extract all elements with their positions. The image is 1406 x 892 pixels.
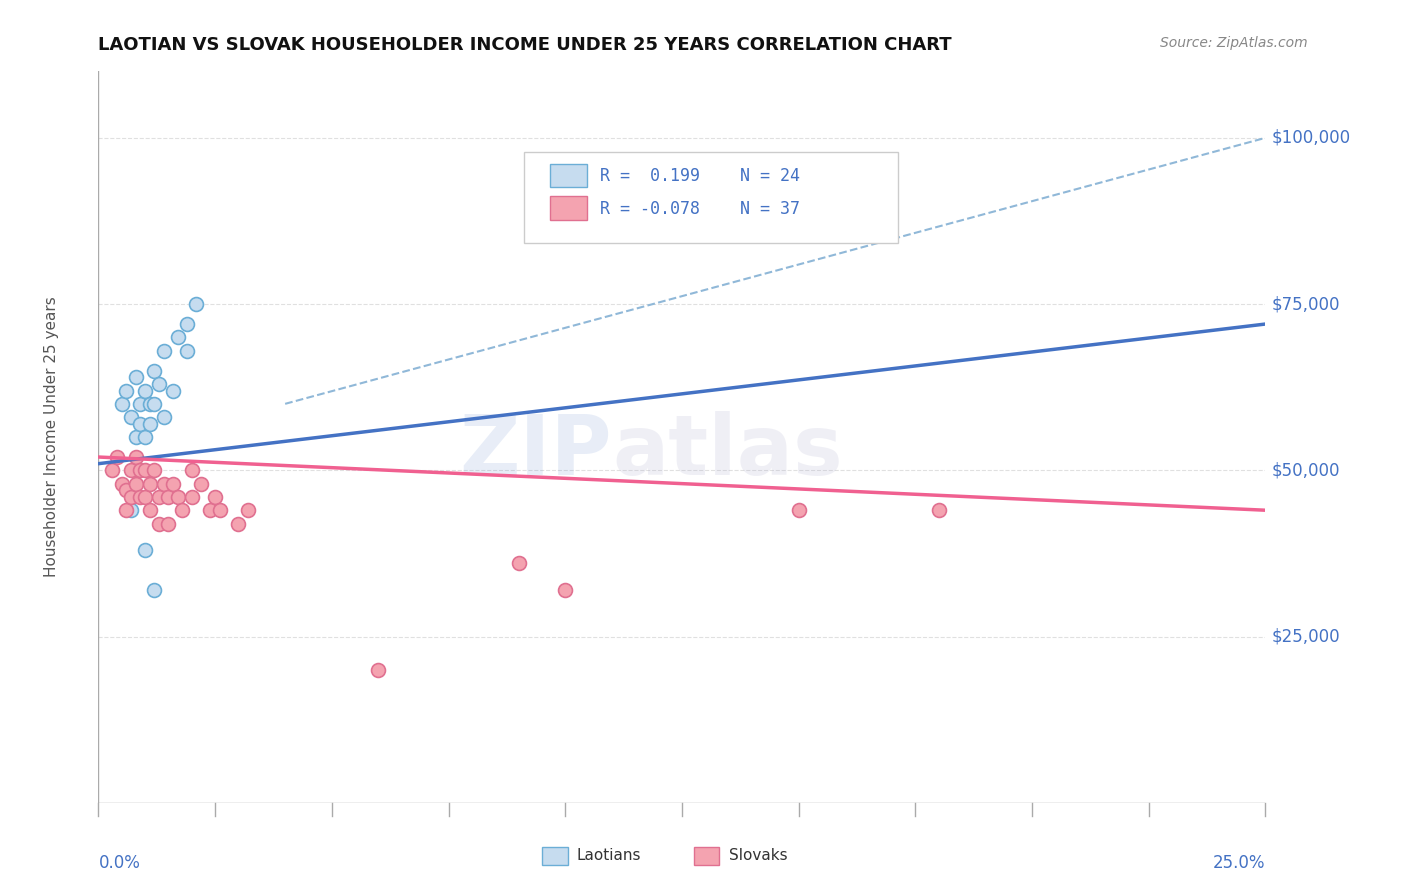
Point [134,543,156,558]
Text: Slovaks: Slovaks [728,848,787,863]
Point [101,463,124,477]
Point [143,363,166,377]
Point [129,397,152,411]
Point [143,582,166,597]
Point [236,503,259,517]
Point [152,476,174,491]
Point [157,490,180,504]
Point [105,450,128,464]
Point [162,476,184,491]
Point [367,663,389,677]
Point [928,503,950,517]
Text: $25,000: $25,000 [1271,628,1340,646]
FancyBboxPatch shape [541,847,568,865]
Point [129,463,152,477]
Text: Source: ZipAtlas.com: Source: ZipAtlas.com [1160,36,1308,50]
Point [180,490,202,504]
Point [148,516,170,531]
Text: $50,000: $50,000 [1271,461,1340,479]
Point [172,503,194,517]
Point [152,343,174,358]
Point [180,463,202,477]
Point [134,463,156,477]
Point [139,503,162,517]
Text: 25.0%: 25.0% [1213,854,1265,872]
Point [787,503,810,517]
Point [190,476,212,491]
Point [125,450,148,464]
Point [152,410,174,425]
Text: atlas: atlas [612,411,842,492]
Point [204,490,226,504]
Point [139,397,162,411]
Point [208,503,231,517]
Point [143,463,166,477]
Point [162,384,184,398]
Point [139,476,162,491]
Point [186,297,208,311]
Text: R = -0.078    N = 37: R = -0.078 N = 37 [600,200,800,218]
Point [120,410,142,425]
FancyBboxPatch shape [693,847,720,865]
FancyBboxPatch shape [524,152,898,244]
Point [157,516,180,531]
Text: R =  0.199    N = 24: R = 0.199 N = 24 [600,167,800,185]
Point [125,430,148,444]
Point [125,370,148,384]
Text: LAOTIAN VS SLOVAK HOUSEHOLDER INCOME UNDER 25 YEARS CORRELATION CHART: LAOTIAN VS SLOVAK HOUSEHOLDER INCOME UND… [98,36,952,54]
Point [129,417,152,431]
Point [125,476,148,491]
Text: Householder Income Under 25 years: Householder Income Under 25 years [44,297,59,577]
Text: $75,000: $75,000 [1271,295,1340,313]
FancyBboxPatch shape [550,163,588,187]
Point [139,417,162,431]
Point [166,490,188,504]
Point [554,582,576,597]
Text: Laotians: Laotians [576,848,641,863]
Point [508,557,530,571]
Text: $100,000: $100,000 [1271,128,1350,147]
Point [148,376,170,391]
Point [115,384,138,398]
Point [134,430,156,444]
Point [166,330,188,344]
Point [115,503,138,517]
Point [200,503,222,517]
Point [111,476,134,491]
Point [129,490,152,504]
Point [134,384,156,398]
Point [228,516,250,531]
Text: ZIP: ZIP [460,411,612,492]
Point [115,483,138,498]
Point [120,503,142,517]
Point [143,397,166,411]
Point [111,397,134,411]
Point [134,490,156,504]
Point [120,490,142,504]
Text: 0.0%: 0.0% [98,854,141,872]
Point [120,463,142,477]
Point [176,317,198,331]
Point [148,490,170,504]
Point [176,343,198,358]
FancyBboxPatch shape [550,196,588,219]
